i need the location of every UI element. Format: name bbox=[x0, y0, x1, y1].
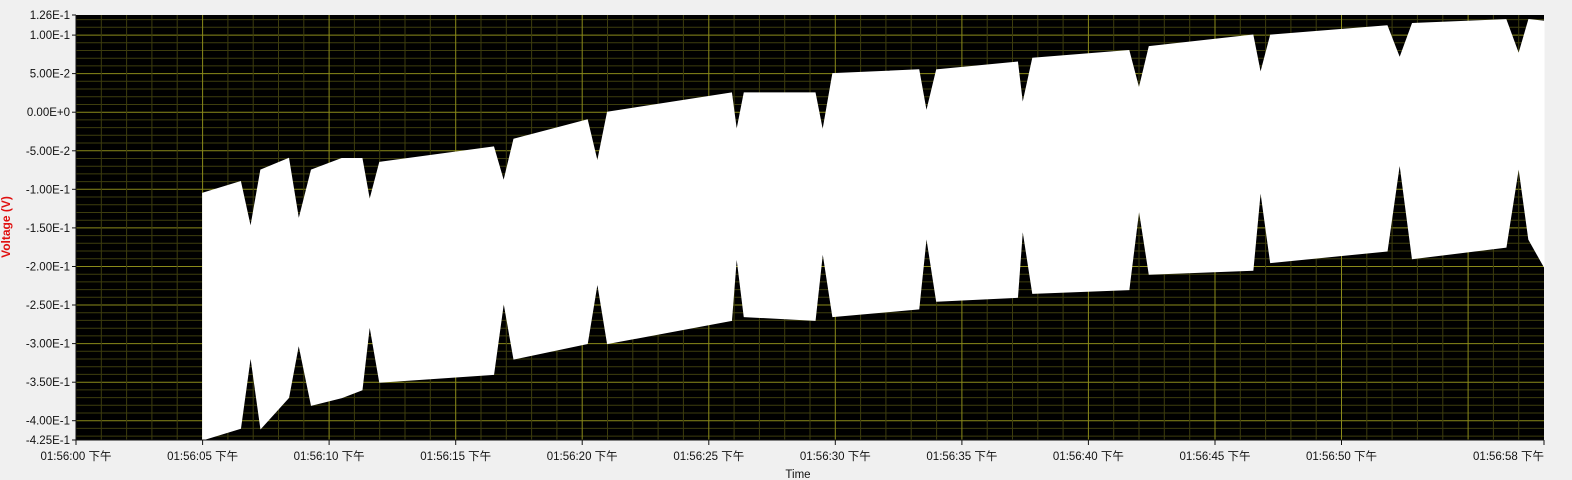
y-tick-label: -4.00E-1 bbox=[26, 416, 70, 428]
y-tick-label: 0.00E+0 bbox=[27, 107, 70, 119]
y-tick-label: -2.50E-1 bbox=[26, 300, 70, 312]
x-axis: 01:56:00 下午 01:56:05 下午 01:56:10 下午 01:56:1… bbox=[41, 440, 1545, 463]
y-tick-label: -3.00E-1 bbox=[26, 339, 70, 351]
y-tick-label: -4.25E-1 bbox=[26, 435, 70, 447]
x-tick-label: 01:56:40 下午 bbox=[1053, 450, 1124, 463]
y-tick-label: -1.00E-1 bbox=[26, 184, 70, 196]
x-tick-label: 01:56:58 下午 bbox=[1473, 450, 1544, 463]
voltage-trace bbox=[202, 19, 1545, 441]
y-axis: 1.26E-1 1.00E-1 5.00E-2 0.00E+0 -5.00E-2 -1.0… bbox=[26, 10, 76, 447]
x-tick-label: 01:56:30 下午 bbox=[800, 450, 871, 463]
x-tick-label: 01:56:50 下午 bbox=[1306, 450, 1377, 463]
x-tick-label: 01:56:45 下午 bbox=[1180, 450, 1251, 463]
y-tick-label: -2.00E-1 bbox=[26, 262, 70, 274]
x-tick-label: 01:56:00 下午 bbox=[41, 450, 112, 463]
x-tick-label: 01:56:25 下午 bbox=[673, 450, 744, 463]
y-tick-label: -5.00E-2 bbox=[26, 146, 70, 158]
y-tick-label: -3.50E-1 bbox=[26, 377, 70, 389]
y-axis-title: Voltage (V) bbox=[0, 196, 13, 258]
y-tick-label: 5.00E-2 bbox=[30, 69, 70, 81]
x-tick-label: 01:56:15 下午 bbox=[420, 450, 491, 463]
x-tick-label: 01:56:35 下午 bbox=[926, 450, 997, 463]
x-tick-label: 01:56:20 下午 bbox=[547, 450, 618, 463]
y-tick-label: 1.26E-1 bbox=[30, 10, 70, 22]
y-tick-label: 1.00E-1 bbox=[30, 30, 70, 42]
y-tick-label: -1.50E-1 bbox=[26, 223, 70, 235]
x-tick-label: 01:56:10 下午 bbox=[294, 450, 365, 463]
x-tick-label: 01:56:05 下午 bbox=[167, 450, 238, 463]
x-axis-title: Time bbox=[785, 469, 810, 480]
